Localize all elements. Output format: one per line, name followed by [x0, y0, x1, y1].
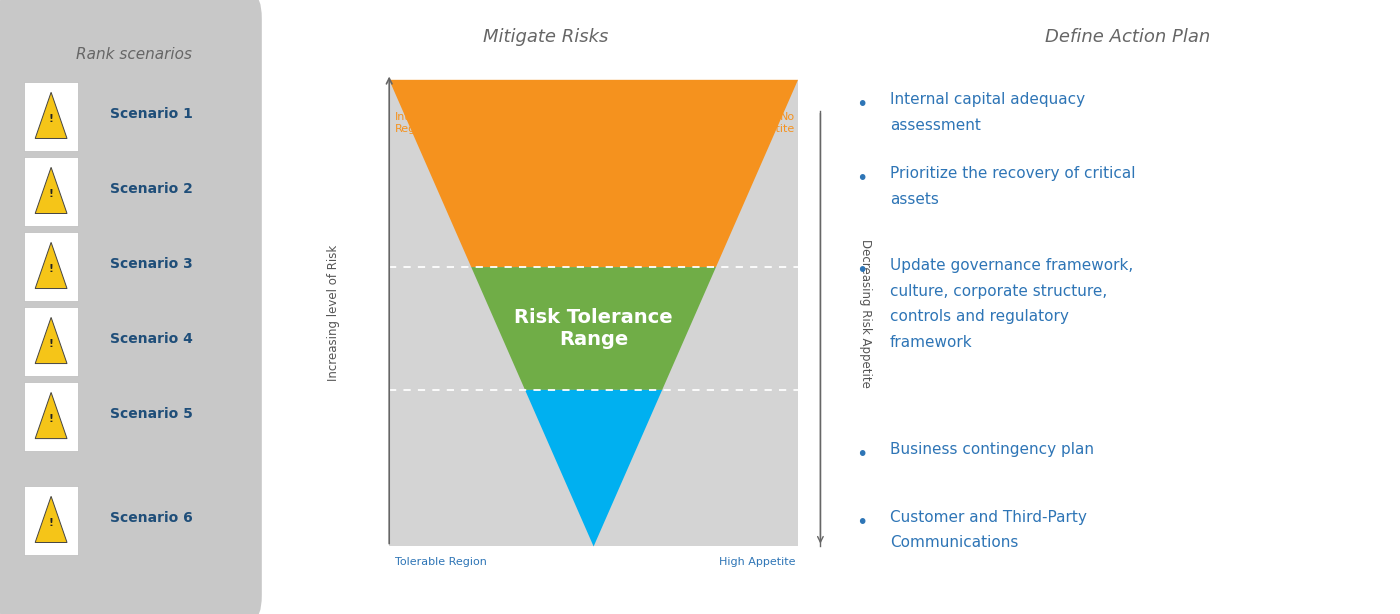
Polygon shape: [35, 243, 67, 289]
Polygon shape: [525, 390, 662, 546]
FancyBboxPatch shape: [24, 307, 78, 376]
FancyBboxPatch shape: [24, 82, 78, 151]
Text: !: !: [49, 114, 53, 124]
FancyBboxPatch shape: [24, 382, 78, 451]
Text: •: •: [855, 445, 867, 464]
Text: Risk Tolerance
Range: Risk Tolerance Range: [514, 308, 673, 349]
Text: •: •: [855, 261, 867, 280]
Text: High Appetite: High Appetite: [718, 557, 795, 567]
Text: Rank scenarios: Rank scenarios: [77, 47, 192, 62]
Text: Business contingency plan: Business contingency plan: [890, 442, 1093, 457]
FancyBboxPatch shape: [24, 486, 78, 555]
Text: Tolerable Region: Tolerable Region: [395, 557, 487, 567]
Text: Scenario 6: Scenario 6: [109, 511, 193, 525]
FancyBboxPatch shape: [24, 157, 78, 226]
Text: Scenario 3: Scenario 3: [109, 257, 193, 271]
FancyBboxPatch shape: [24, 232, 78, 301]
Text: •: •: [855, 169, 867, 188]
FancyBboxPatch shape: [0, 0, 262, 614]
Text: !: !: [49, 518, 53, 528]
Text: Intolerable
Region: Intolerable Region: [395, 112, 455, 134]
Text: !: !: [49, 189, 53, 199]
Text: Customer and Third-Party
Communications: Customer and Third-Party Communications: [890, 510, 1086, 550]
Polygon shape: [35, 392, 67, 438]
Text: Define Action Plan: Define Action Plan: [1046, 28, 1211, 45]
Text: Scenario 4: Scenario 4: [109, 332, 193, 346]
Bar: [389, 80, 798, 546]
Polygon shape: [35, 496, 67, 543]
Text: Mitigate Risks: Mitigate Risks: [483, 28, 609, 45]
Polygon shape: [35, 168, 67, 214]
Text: •: •: [855, 513, 867, 532]
Text: Prioritize the recovery of critical
assets: Prioritize the recovery of critical asse…: [890, 166, 1135, 206]
Text: !: !: [49, 414, 53, 424]
Text: Scenario 5: Scenario 5: [109, 406, 193, 421]
Text: Decreasing Risk Appetite: Decreasing Risk Appetite: [858, 239, 872, 387]
Text: !: !: [49, 339, 53, 349]
Text: •: •: [855, 95, 867, 114]
Text: Update governance framework,
culture, corporate structure,
controls and regulato: Update governance framework, culture, co…: [890, 258, 1133, 350]
Text: Scenario 1: Scenario 1: [109, 107, 193, 121]
Text: Scenario 2: Scenario 2: [109, 182, 193, 196]
Text: !: !: [49, 264, 53, 274]
Text: Increasing level of Risk: Increasing level of Risk: [326, 245, 340, 381]
Text: Internal capital adequacy
assessment: Internal capital adequacy assessment: [890, 92, 1085, 133]
Polygon shape: [35, 92, 67, 139]
Polygon shape: [389, 80, 798, 267]
Polygon shape: [472, 267, 715, 390]
Text: No
Appetite: No Appetite: [748, 112, 795, 134]
Polygon shape: [35, 317, 67, 363]
